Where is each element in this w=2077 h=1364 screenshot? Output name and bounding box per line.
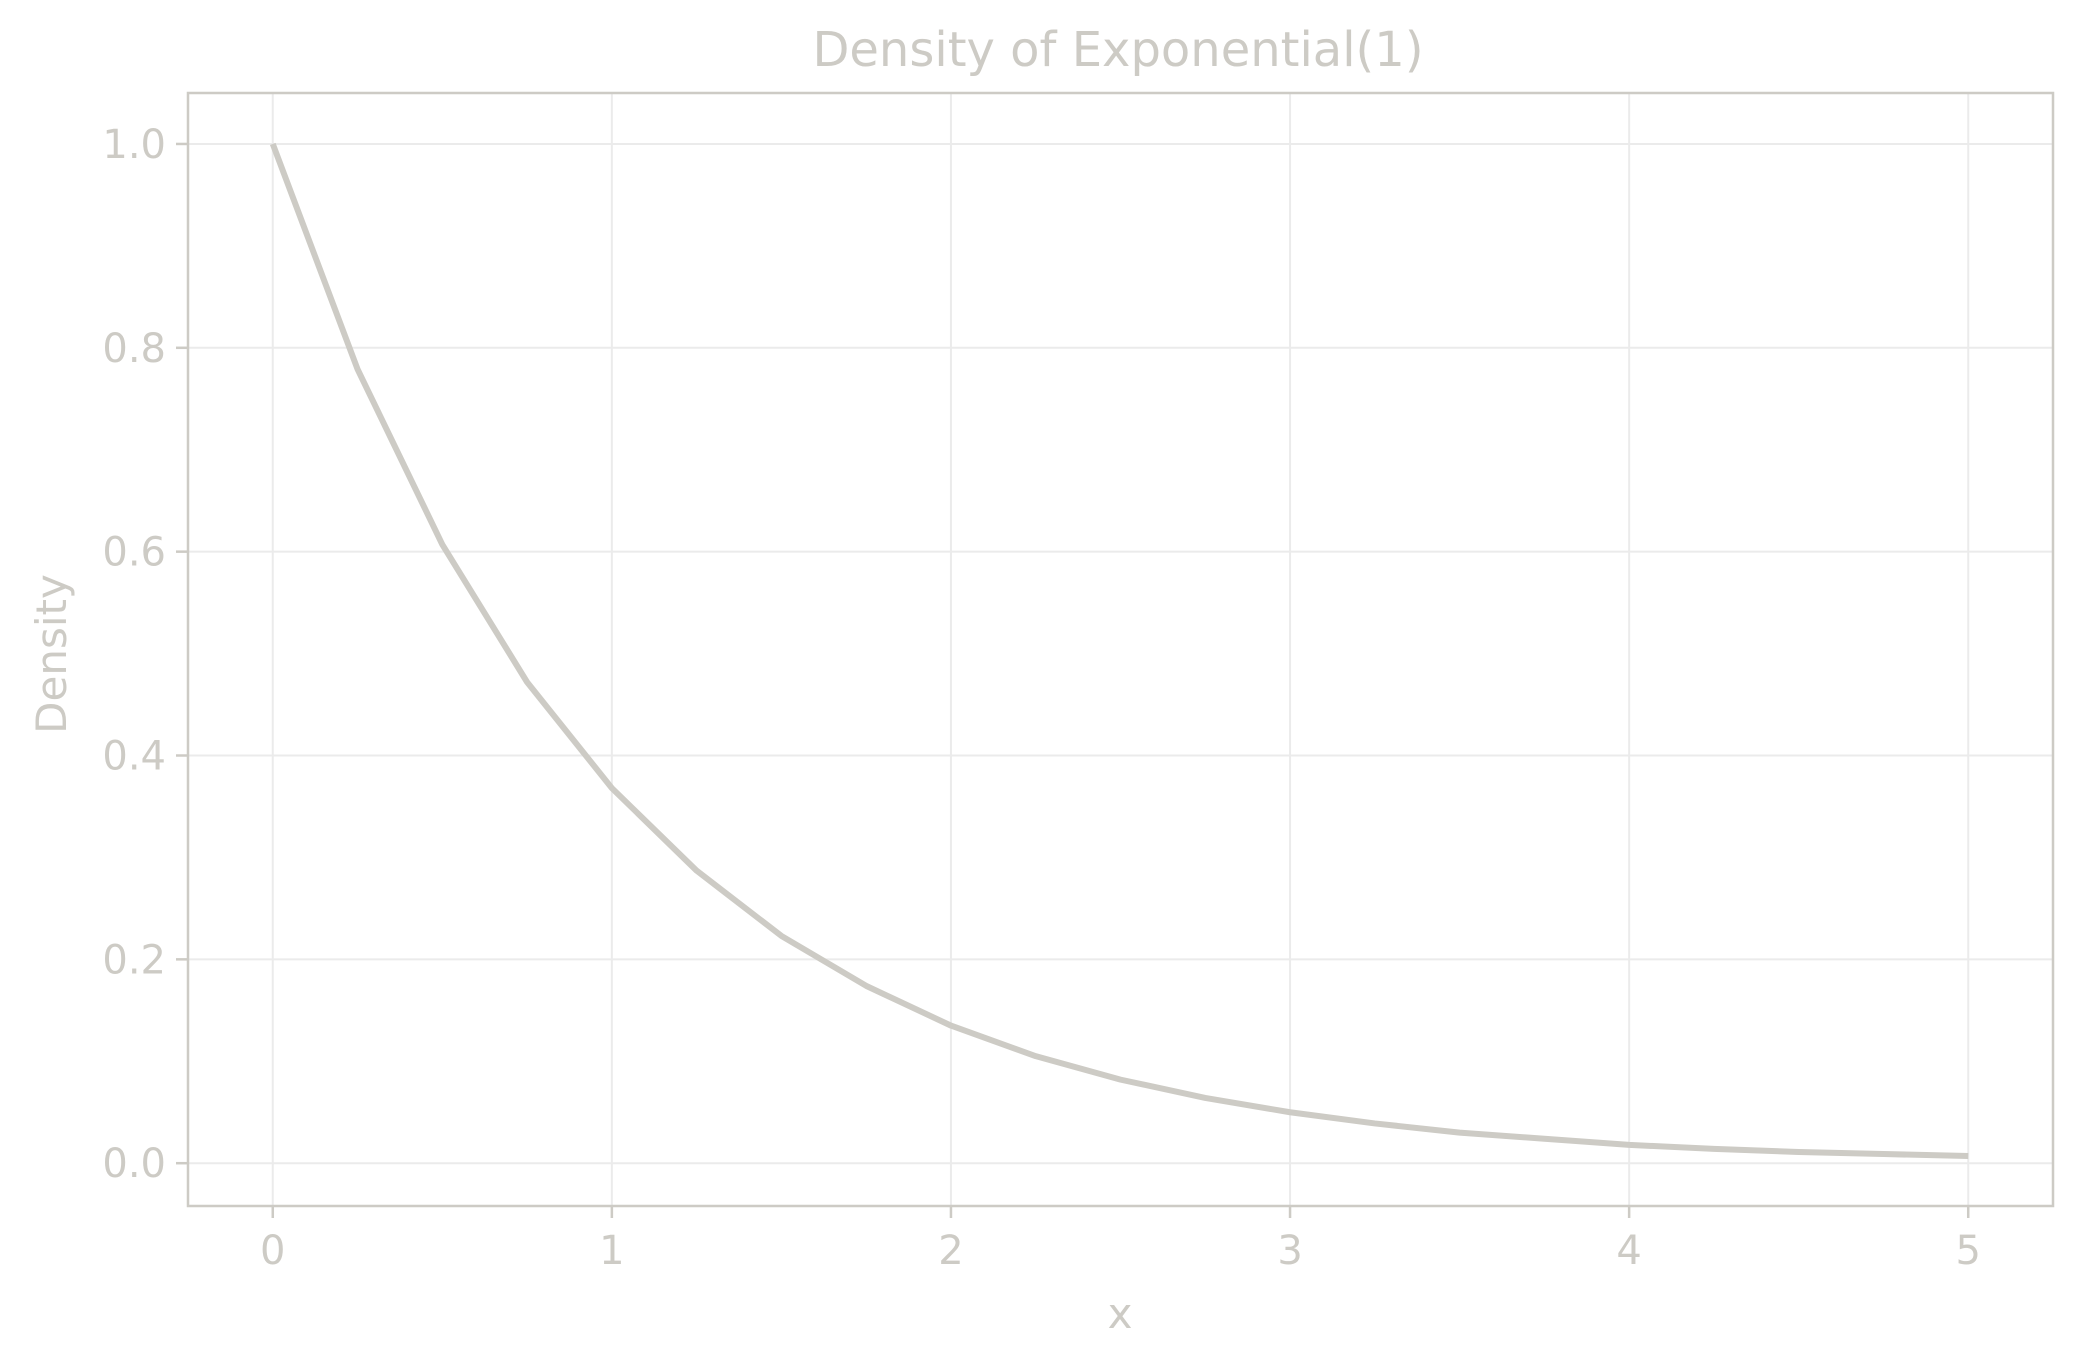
y-tick-label: 0.0 <box>102 1141 166 1187</box>
chart-title: Density of Exponential(1) <box>812 22 1423 78</box>
y-tick-label: 0.2 <box>102 937 166 983</box>
y-axis-label: Density <box>27 574 76 734</box>
y-ticks: 0.0 0.2 0.4 0.6 0.8 1.0 <box>102 122 188 1187</box>
x-tick-label: 0 <box>260 1228 285 1274</box>
plot-frame <box>186 91 2055 1208</box>
x-tick-label: 3 <box>1277 1228 1302 1274</box>
y-tick-label: 0.8 <box>102 326 166 372</box>
x-tick-label: 2 <box>938 1228 963 1274</box>
x-ticks: 0 1 2 3 4 5 <box>260 1206 1981 1274</box>
x-axis-label: x <box>1108 1289 1133 1338</box>
x-tick-label: 5 <box>1956 1228 1981 1274</box>
x-tick-label: 1 <box>599 1228 624 1274</box>
y-tick-label: 0.6 <box>102 530 166 576</box>
x-tick-label: 4 <box>1616 1228 1641 1274</box>
grid <box>188 93 2053 1206</box>
y-tick-label: 0.4 <box>102 734 166 780</box>
series-line-0 <box>269 142 1969 1160</box>
series-layer <box>269 142 1969 1160</box>
y-tick-label: 1.0 <box>102 122 166 168</box>
